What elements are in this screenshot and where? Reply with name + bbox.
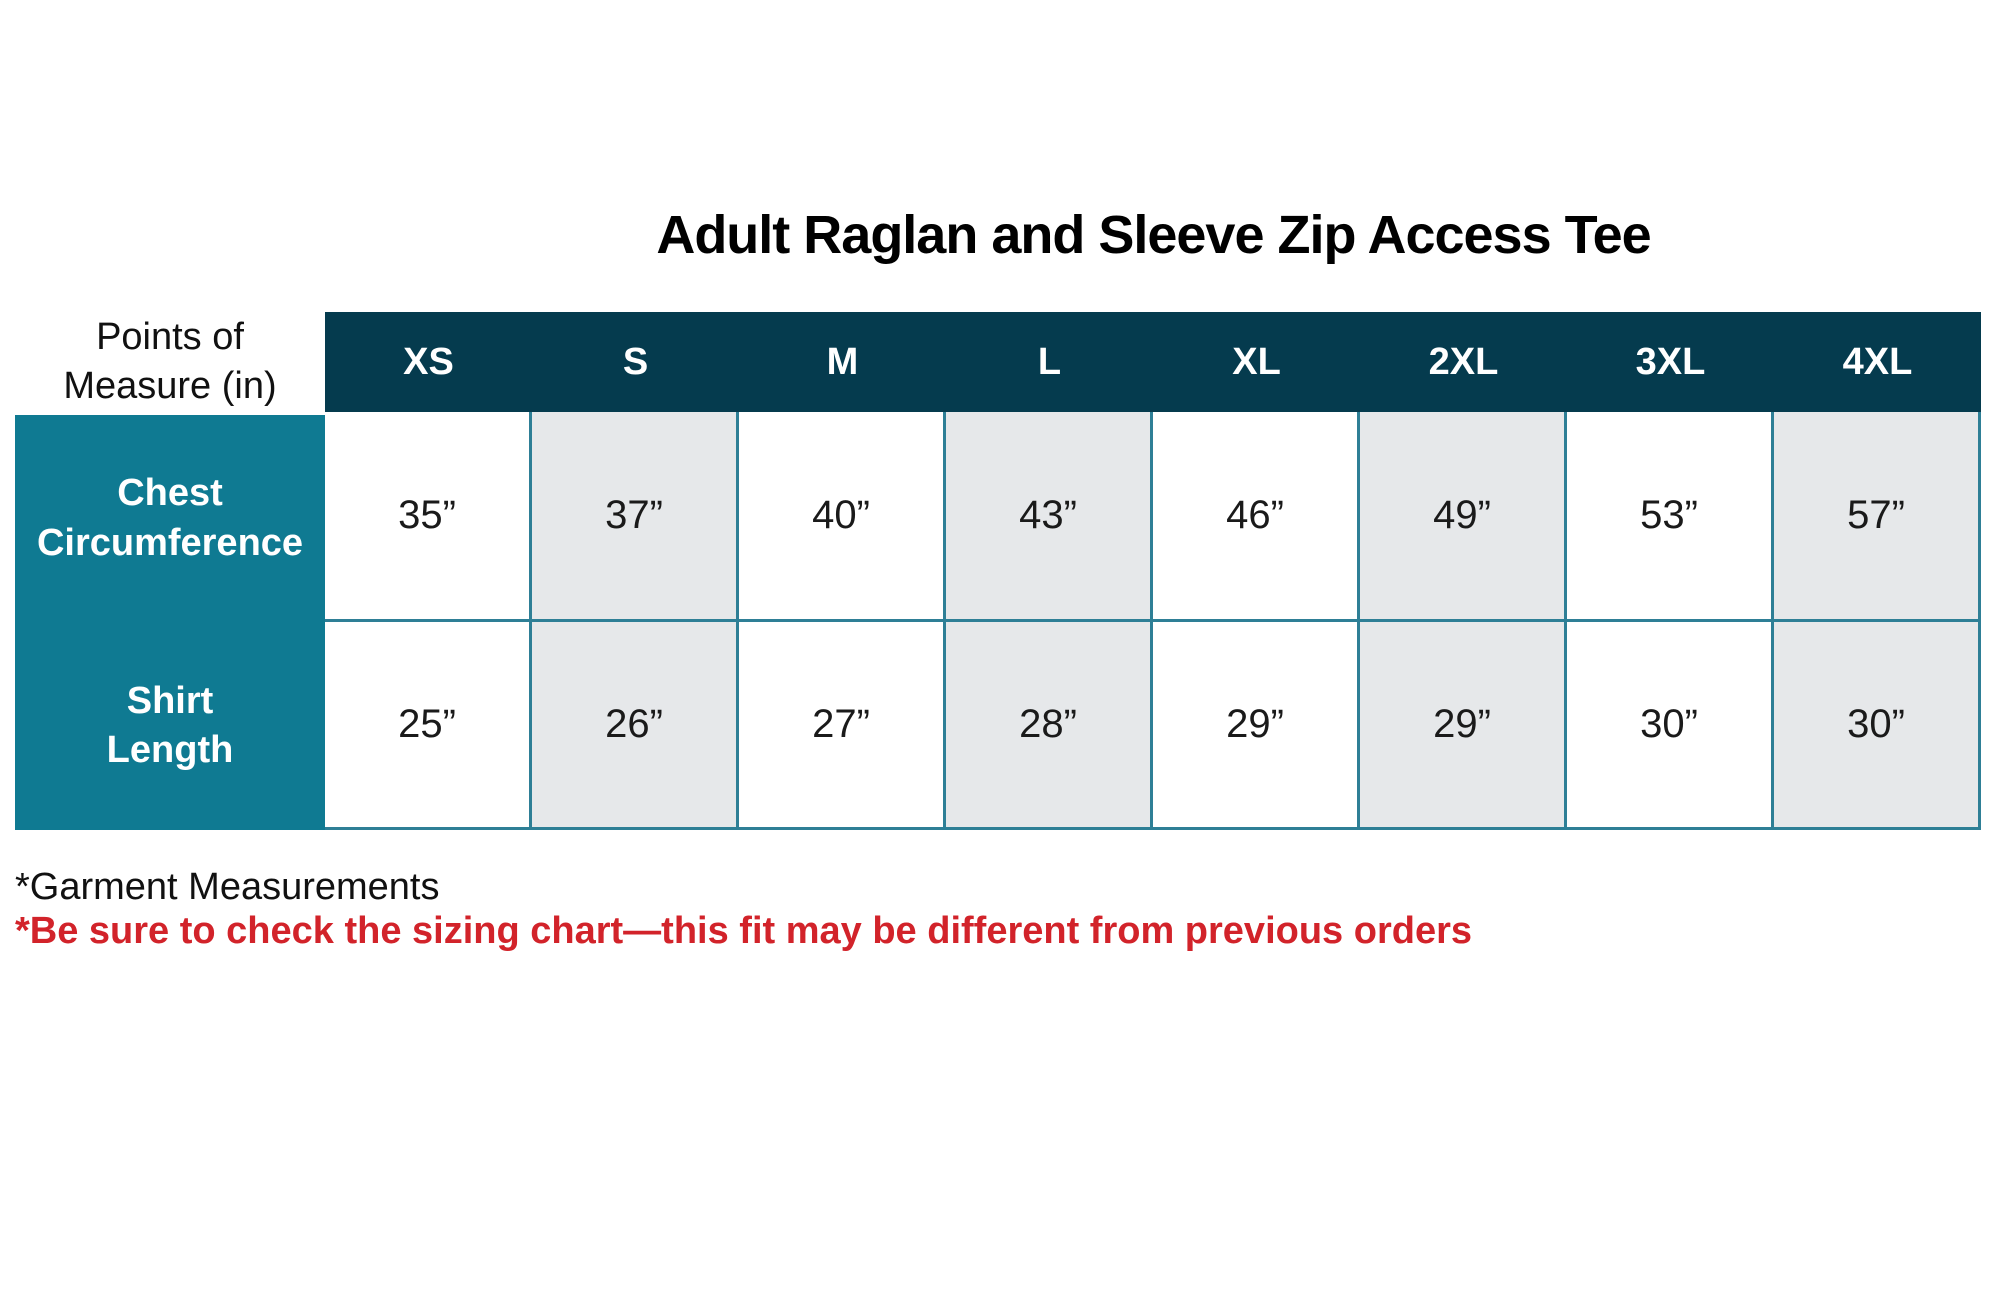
size-header-2xl: 2XL xyxy=(1360,312,1567,412)
size-header-l: L xyxy=(946,312,1153,412)
chest-label-line2: Circumference xyxy=(36,521,304,564)
cell-chest-xs: 35” xyxy=(325,412,532,622)
cell-length-2xl: 29” xyxy=(1360,622,1567,830)
cell-chest-xl: 46” xyxy=(1153,412,1360,622)
cell-length-xl: 29” xyxy=(1153,622,1360,830)
cell-chest-3xl: 53” xyxy=(1567,412,1774,622)
cell-chest-s: 37” xyxy=(532,412,739,622)
size-header-s: S xyxy=(532,312,739,412)
page-title: Adult Raglan and Sleeve Zip Access Tee xyxy=(656,205,1651,265)
size-header-3xl: 3XL xyxy=(1567,312,1774,412)
sizing-table: Points of Measure (in) XS S M L XL 2XL 3… xyxy=(15,312,1981,830)
row-label-column: Chest Circumference Shirt Length xyxy=(15,415,325,830)
size-header-xl: XL xyxy=(1153,312,1360,412)
cell-chest-l: 43” xyxy=(946,412,1153,622)
row-label-chest-circumference: Chest Circumference xyxy=(15,415,325,623)
size-header-m: M xyxy=(739,312,946,412)
cell-chest-m: 40” xyxy=(739,412,946,622)
chest-label-line1: Chest xyxy=(117,472,223,515)
footnote-sizing-warning: *Be sure to check the sizing chart—this … xyxy=(15,910,1473,952)
cell-length-xs: 25” xyxy=(325,622,532,830)
cell-length-s: 26” xyxy=(532,622,739,830)
footnote-garment-measurements: *Garment Measurements xyxy=(15,866,440,908)
cell-length-l: 28” xyxy=(946,622,1153,830)
cell-length-m: 27” xyxy=(739,622,946,830)
shirt-label-line1: Shirt xyxy=(126,679,214,722)
points-of-measure-line2: Measure (in) xyxy=(63,365,277,407)
size-header-xs: XS xyxy=(325,312,532,412)
row-label-shirt-length: Shirt Length xyxy=(15,623,325,831)
cell-chest-4xl: 57” xyxy=(1774,412,1981,622)
shirt-label-line2: Length xyxy=(106,729,234,772)
cell-length-4xl: 30” xyxy=(1774,622,1981,830)
points-of-measure-line1: Points of xyxy=(96,316,244,359)
cell-length-3xl: 30” xyxy=(1567,622,1774,830)
cell-chest-2xl: 49” xyxy=(1360,412,1567,622)
points-of-measure-label: Points of Measure (in) xyxy=(15,312,325,412)
size-header-4xl: 4XL xyxy=(1774,312,1981,412)
